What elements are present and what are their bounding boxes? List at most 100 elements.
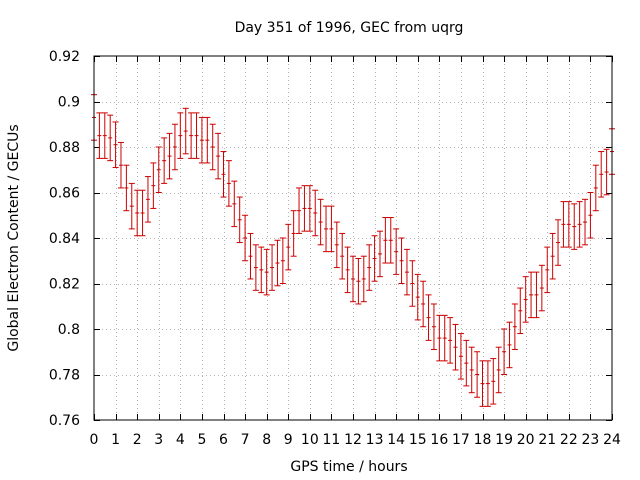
error-bar-point — [549, 232, 556, 280]
chart-title: Day 351 of 1996, GEC from uqrg — [235, 20, 464, 36]
error-bar-point — [128, 182, 135, 230]
error-bar-point — [393, 228, 400, 275]
error-bar-point — [285, 223, 292, 271]
error-bar-point — [236, 196, 243, 244]
error-bar-point — [522, 276, 529, 323]
error-bar-point — [582, 198, 589, 246]
error-bar-point — [301, 185, 308, 232]
error-bar-point — [150, 162, 157, 209]
error-bar-point — [457, 333, 464, 380]
error-bar-point — [376, 230, 383, 278]
error-bar-point — [463, 339, 470, 387]
error-bar-point — [123, 164, 130, 212]
x-tick-label: 13 — [366, 432, 384, 448]
x-tick-label: 21 — [538, 432, 556, 448]
error-bar-point — [565, 201, 572, 248]
x-tick-label: 19 — [495, 432, 513, 448]
error-bar-point — [344, 246, 351, 294]
y-tick-labels: 0.76 0.78 0.8 0.82 0.84 0.86 0.88 0.9 0.92 — [49, 49, 80, 429]
error-bar-point — [193, 112, 200, 159]
error-bar-point — [360, 255, 367, 303]
x-tick-label: 16 — [430, 432, 448, 448]
error-bar-point — [517, 287, 524, 335]
error-bar-point — [96, 112, 103, 159]
error-bar-point — [258, 246, 265, 294]
y-tick-label: 0.82 — [49, 277, 80, 293]
error-bar-point — [161, 137, 168, 184]
error-bar-point — [398, 237, 405, 284]
error-bar-point — [166, 132, 173, 180]
error-bar-point — [242, 214, 249, 262]
x-tick-label: 7 — [241, 432, 250, 448]
y-tick-label: 0.86 — [49, 186, 80, 202]
error-bar-point — [441, 314, 448, 362]
error-bar-point — [134, 189, 141, 237]
error-bar-point — [101, 112, 108, 159]
error-bar-point — [430, 303, 437, 350]
x-tick-label: 6 — [219, 432, 228, 448]
error-bar-point — [371, 235, 378, 282]
error-bar-point — [587, 192, 594, 239]
error-bar-point — [279, 237, 286, 284]
x-tick-label: 9 — [284, 432, 293, 448]
error-bar-point — [182, 107, 189, 155]
y-tick-label: 0.9 — [58, 95, 80, 111]
x-tick-label: 8 — [262, 432, 271, 448]
y-tick-label: 0.92 — [49, 49, 80, 65]
x-tick-label: 3 — [154, 432, 163, 448]
x-tick-label: 10 — [301, 432, 319, 448]
y-tick-label: 0.78 — [49, 368, 80, 384]
x-tick-label: 2 — [133, 432, 142, 448]
error-bar-point — [139, 189, 146, 237]
error-bar-point — [215, 132, 222, 180]
x-tick-label: 5 — [197, 432, 206, 448]
error-bar-point — [447, 317, 454, 364]
x-tick-label: 18 — [474, 432, 492, 448]
error-bar-point — [425, 294, 432, 341]
error-bar-point — [247, 232, 254, 280]
error-bar-point — [420, 280, 427, 328]
error-bar-point — [269, 244, 276, 291]
error-bar-point — [317, 198, 324, 246]
error-bar-point — [576, 201, 583, 248]
error-bar-point — [333, 221, 340, 269]
error-bar-point — [112, 121, 119, 168]
y-tick-label: 0.84 — [49, 231, 80, 247]
x-tick-label: 4 — [176, 432, 185, 448]
x-tick-label: 24 — [603, 432, 621, 448]
x-tick-label: 15 — [409, 432, 427, 448]
error-bar-point — [323, 205, 330, 253]
error-bar-point — [155, 146, 162, 193]
error-bar-point — [555, 219, 562, 266]
error-bar-point — [177, 112, 184, 159]
error-bar-point — [144, 176, 151, 223]
error-bar-point — [528, 271, 535, 319]
x-tick-label: 11 — [323, 432, 341, 448]
error-bar-point — [366, 244, 373, 291]
error-bar-point — [204, 116, 211, 164]
error-bar-point — [506, 321, 513, 369]
error-bar-point — [592, 164, 599, 212]
error-bar-point — [495, 346, 502, 394]
x-tick-label: 12 — [344, 432, 362, 448]
plot-frame — [93, 55, 613, 421]
error-bar-point — [479, 360, 486, 407]
x-tick-label: 20 — [517, 432, 535, 448]
error-bar-point — [533, 271, 540, 319]
error-bar-point — [296, 187, 303, 234]
error-bar-point — [107, 114, 114, 162]
error-bar-point — [511, 303, 518, 350]
error-bar-point — [403, 248, 410, 296]
error-bar-point — [209, 123, 216, 171]
error-bar-point — [225, 160, 232, 207]
error-bar-point — [501, 328, 508, 375]
error-bar-point — [544, 246, 551, 294]
error-bar-point — [220, 151, 227, 198]
y-tick-label: 0.76 — [49, 413, 80, 429]
error-bar-point — [355, 257, 362, 305]
error-bar-point — [306, 185, 313, 232]
error-bar-point — [484, 360, 491, 407]
error-bar-point — [171, 123, 178, 171]
